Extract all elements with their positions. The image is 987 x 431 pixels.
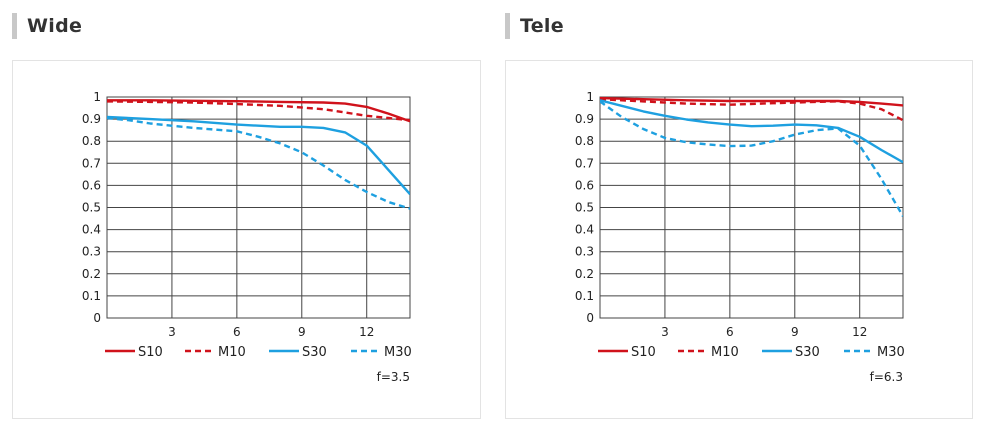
series-line-m30 (107, 116, 410, 210)
heading-accent-bar (12, 13, 17, 39)
x-tick-label: 9 (791, 325, 799, 339)
x-tick-label: 12 (359, 325, 374, 339)
y-tick-label: 0 (93, 311, 101, 325)
series-line-s10 (107, 99, 410, 123)
y-tick-label: 1 (93, 90, 101, 104)
y-tick-label: 0.4 (82, 223, 101, 237)
wide-mtf-chart: 0 0.1 0.2 0.3 0.4 0.5 0.6 0.7 0.8 0.9 1 3 6 9 12 S10 M10… (82, 90, 412, 384)
y-tick-label: 0.8 (575, 134, 594, 148)
y-tick-label: 0.9 (575, 112, 594, 126)
aperture-annotation: f=3.5 (377, 370, 410, 384)
y-tick-label: 0.5 (82, 201, 101, 215)
legend-label-s10: S10 (138, 345, 163, 360)
legend-label-s30: S30 (302, 345, 327, 360)
wide-heading: Wide (12, 12, 82, 40)
legend-label-m30: M30 (384, 345, 412, 360)
y-tick-label: 0.7 (575, 156, 594, 170)
y-tick-label: 0.2 (575, 267, 594, 281)
legend-label-m10: M10 (218, 345, 246, 360)
y-tick-label: 0.3 (82, 245, 101, 259)
y-tick-label: 0.1 (82, 289, 101, 303)
y-tick-label: 0 (586, 311, 594, 325)
y-tick-label: 0.4 (575, 223, 594, 237)
x-tick-label: 6 (233, 325, 241, 339)
x-tick-label: 9 (298, 325, 306, 339)
legend-label-s30: S30 (795, 345, 820, 360)
x-tick-label: 12 (852, 325, 867, 339)
y-tick-label: 0.7 (82, 156, 101, 170)
series-line-s30 (600, 99, 903, 164)
legend-label-m10: M10 (711, 345, 739, 360)
tele-mtf-chart: 0 0.1 0.2 0.3 0.4 0.5 0.6 0.7 0.8 0.9 1 3 6 9 12 S10 M10… (575, 90, 905, 384)
legend-label-m30: M30 (877, 345, 905, 360)
y-tick-label: 0.2 (82, 267, 101, 281)
y-tick-label: 0.6 (82, 178, 101, 192)
x-tick-label: 6 (726, 325, 734, 339)
tele-chart-panel: 0 0.1 0.2 0.3 0.4 0.5 0.6 0.7 0.8 0.9 1 3 6 9 12 S10 M10… (505, 60, 973, 419)
series-line-s10 (600, 96, 903, 107)
y-tick-label: 0.9 (82, 112, 101, 126)
x-tick-label: 3 (168, 325, 176, 339)
y-tick-label: 0.6 (575, 178, 594, 192)
y-tick-label: 0.3 (575, 245, 594, 259)
heading-accent-bar (505, 13, 510, 39)
aperture-annotation: f=6.3 (870, 370, 903, 384)
wide-title: Wide (27, 15, 83, 37)
legend-label-s10: S10 (631, 345, 656, 360)
tele-heading: Tele (505, 12, 564, 40)
series-line-m10 (600, 98, 903, 122)
y-tick-label: 0.8 (82, 134, 101, 148)
series-line-m10 (107, 100, 410, 122)
wide-chart-panel: 0 0.1 0.2 0.3 0.4 0.5 0.6 0.7 0.8 0.9 1 3 6 9 12 S10 M10… (12, 60, 481, 419)
series-line-s30 (107, 115, 410, 195)
y-tick-label: 0.1 (575, 289, 594, 303)
x-tick-label: 3 (661, 325, 669, 339)
y-tick-label: 0.5 (575, 201, 594, 215)
tele-title: Tele (520, 15, 564, 37)
series-line-m30 (600, 100, 903, 217)
y-tick-label: 1 (586, 90, 594, 104)
